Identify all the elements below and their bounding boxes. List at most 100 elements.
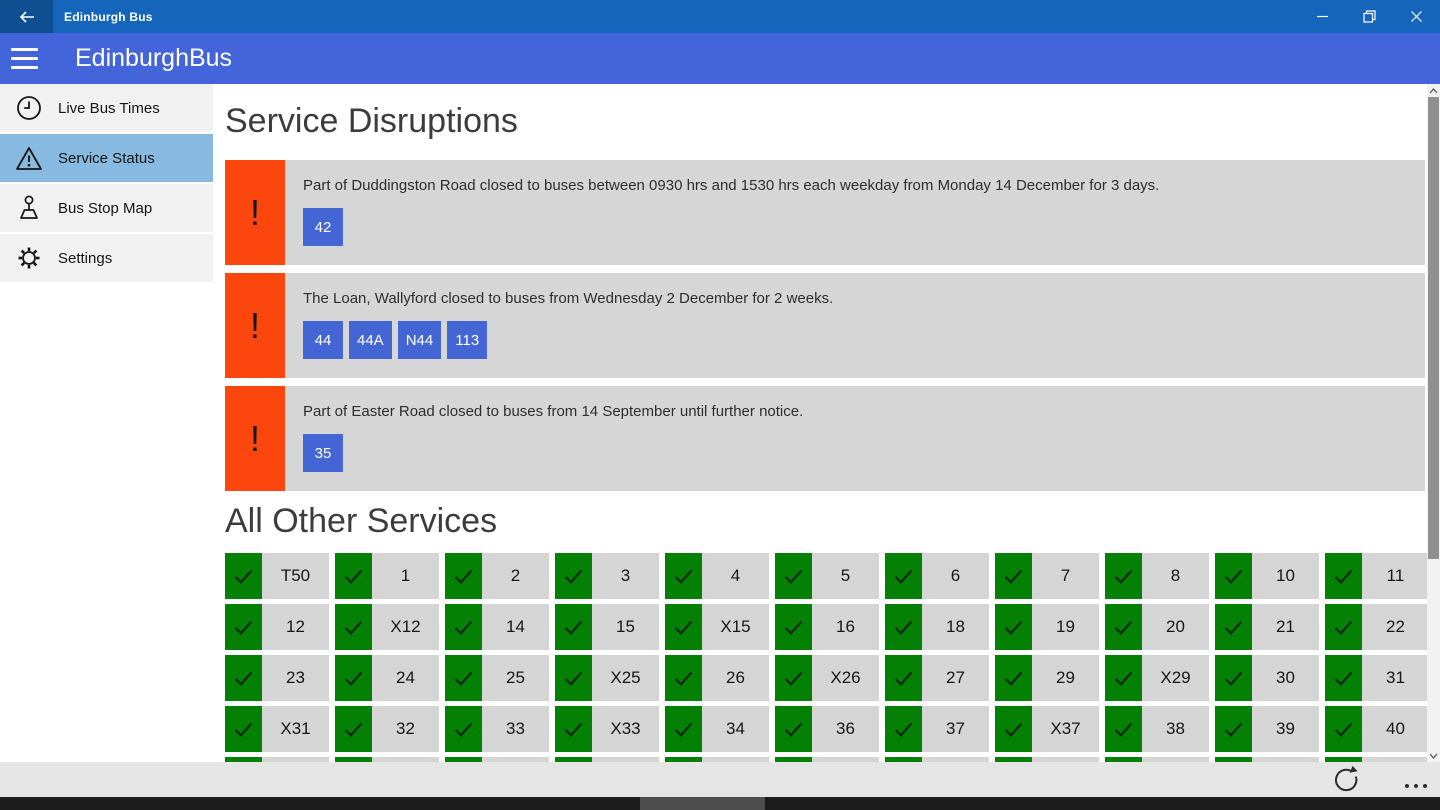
check-icon — [885, 655, 922, 701]
service-tile-label: 27 — [922, 655, 989, 701]
service-tile[interactable]: 25 — [445, 655, 549, 701]
service-tile[interactable]: 12 — [225, 604, 329, 650]
chevron-down-icon — [1429, 753, 1438, 759]
service-tile[interactable]: 5 — [775, 553, 879, 599]
horizontal-scrollbar[interactable] — [0, 797, 1440, 810]
disruption-card: ! Part of Duddingston Road closed to bus… — [225, 160, 1425, 265]
service-badge[interactable]: 113 — [447, 321, 488, 359]
service-tile-label: 24 — [372, 655, 439, 701]
service-tile[interactable]: 14 — [445, 604, 549, 650]
service-tile[interactable]: 18 — [885, 604, 989, 650]
alert-exclamation-icon: ! — [225, 273, 285, 378]
check-icon — [1105, 655, 1142, 701]
service-tile[interactable]: X25 — [555, 655, 659, 701]
scroll-down-button[interactable] — [1427, 749, 1440, 762]
service-tile-label: 38 — [1142, 706, 1209, 752]
horizontal-scrollbar-thumb[interactable] — [640, 797, 765, 810]
service-badge[interactable]: 44A — [349, 321, 392, 359]
service-tile[interactable]: 11 — [1325, 553, 1429, 599]
service-tile-label: 7 — [1032, 553, 1099, 599]
check-icon — [665, 604, 702, 650]
service-tile[interactable]: X12 — [335, 604, 439, 650]
service-tile[interactable]: 34 — [665, 706, 769, 752]
service-tile[interactable]: 22 — [1325, 604, 1429, 650]
hamburger-menu-button[interactable] — [0, 33, 48, 84]
clock-icon — [0, 95, 58, 121]
back-button[interactable] — [0, 0, 53, 33]
command-bar — [0, 762, 1440, 797]
disruption-card: ! Part of Easter Road closed to buses fr… — [225, 386, 1425, 491]
service-tile[interactable]: 3 — [555, 553, 659, 599]
service-tile[interactable]: 21 — [1215, 604, 1319, 650]
service-tile[interactable]: 27 — [885, 655, 989, 701]
service-tile[interactable]: X26 — [775, 655, 879, 701]
service-tile[interactable]: 40 — [1325, 706, 1429, 752]
service-tile[interactable]: 38 — [1105, 706, 1209, 752]
service-badge[interactable]: 35 — [303, 434, 343, 472]
window-controls — [1299, 0, 1440, 33]
service-badge[interactable]: 44 — [303, 321, 343, 359]
service-tile[interactable]: 31 — [1325, 655, 1429, 701]
service-tile[interactable]: X31 — [225, 706, 329, 752]
service-tile[interactable]: 37 — [885, 706, 989, 752]
service-tile[interactable]: 6 — [885, 553, 989, 599]
service-tile[interactable]: 24 — [335, 655, 439, 701]
check-icon — [1215, 706, 1252, 752]
service-tile[interactable]: 36 — [775, 706, 879, 752]
service-tile[interactable]: 10 — [1215, 553, 1319, 599]
check-icon — [775, 553, 812, 599]
service-badge[interactable]: N44 — [397, 321, 442, 359]
service-tile-label: 14 — [482, 604, 549, 650]
check-icon — [555, 655, 592, 701]
service-tile[interactable]: X33 — [555, 706, 659, 752]
warning-triangle-icon — [0, 146, 58, 171]
service-tile-label: 26 — [702, 655, 769, 701]
service-tile[interactable]: 32 — [335, 706, 439, 752]
check-icon — [775, 604, 812, 650]
service-tile[interactable]: X29 — [1105, 655, 1209, 701]
map-pin-icon — [0, 195, 58, 221]
service-tile[interactable]: 8 — [1105, 553, 1209, 599]
service-tile[interactable]: 29 — [995, 655, 1099, 701]
sidebar-item-settings[interactable]: Settings — [0, 234, 213, 282]
service-tile-label: X12 — [372, 604, 439, 650]
disruption-card: ! The Loan, Wallyford closed to buses fr… — [225, 273, 1425, 378]
service-badge[interactable]: 42 — [303, 208, 343, 246]
service-tile[interactable]: 16 — [775, 604, 879, 650]
service-tile[interactable]: 19 — [995, 604, 1099, 650]
service-tile-label: 31 — [1362, 655, 1429, 701]
service-tile[interactable]: 39 — [1215, 706, 1319, 752]
close-button[interactable] — [1393, 0, 1440, 33]
restore-button[interactable] — [1346, 0, 1393, 33]
service-tile-label: 37 — [922, 706, 989, 752]
sidebar-item-bus-stop-map[interactable]: Bus Stop Map — [0, 184, 213, 232]
vertical-scrollbar[interactable] — [1427, 84, 1440, 762]
service-tile[interactable]: 23 — [225, 655, 329, 701]
service-tile[interactable]: 26 — [665, 655, 769, 701]
scroll-up-button[interactable] — [1427, 84, 1440, 97]
service-tile[interactable]: 33 — [445, 706, 549, 752]
service-tile[interactable]: 30 — [1215, 655, 1319, 701]
service-tile-label: 34 — [702, 706, 769, 752]
check-icon — [995, 604, 1032, 650]
sidebar-item-live-bus-times[interactable]: Live Bus Times — [0, 84, 213, 132]
service-tile[interactable]: 20 — [1105, 604, 1209, 650]
service-tile[interactable]: 2 — [445, 553, 549, 599]
more-button[interactable] — [1396, 762, 1436, 797]
sidebar-item-label: Service Status — [58, 149, 155, 167]
service-tile-label: 12 — [262, 604, 329, 650]
refresh-button[interactable] — [1326, 762, 1366, 797]
service-tile[interactable]: 7 — [995, 553, 1099, 599]
service-tile[interactable]: 4 — [665, 553, 769, 599]
other-services-heading: All Other Services — [225, 502, 498, 540]
service-tile[interactable]: 1 — [335, 553, 439, 599]
service-tile-label: T50 — [262, 553, 329, 599]
service-tile[interactable]: 15 — [555, 604, 659, 650]
sidebar-item-service-status[interactable]: Service Status — [0, 134, 213, 182]
service-tile[interactable]: X15 — [665, 604, 769, 650]
service-tile[interactable]: X37 — [995, 706, 1099, 752]
vertical-scrollbar-thumb[interactable] — [1428, 97, 1439, 559]
service-tile[interactable]: T50 — [225, 553, 329, 599]
minimize-button[interactable] — [1299, 0, 1346, 33]
restore-icon — [1363, 10, 1376, 23]
